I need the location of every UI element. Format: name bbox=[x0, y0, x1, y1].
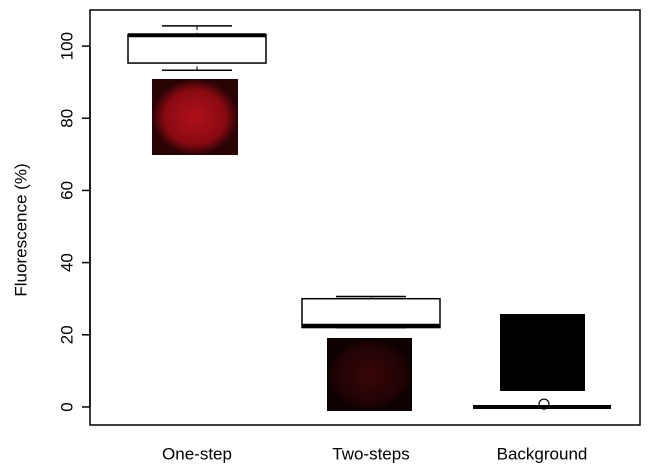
box bbox=[302, 299, 440, 328]
box bbox=[128, 35, 266, 64]
x-tick-label: One-step bbox=[162, 444, 232, 463]
chart: Fluorescence (%) 0 20 40 60 80 100 One-step Two… bbox=[0, 0, 652, 467]
image-inset bbox=[152, 79, 238, 155]
y-tick-label: 60 bbox=[57, 181, 76, 200]
image-inset bbox=[500, 314, 585, 391]
x-tick-label: Background bbox=[497, 444, 588, 463]
y-tick-label: 100 bbox=[57, 32, 76, 60]
page: {"chart_data": {"type": "box", "y_label"… bbox=[0, 0, 652, 467]
image-inset bbox=[327, 338, 412, 411]
x-tick-label: Two-steps bbox=[332, 444, 409, 463]
y-tick-label: 20 bbox=[57, 325, 76, 344]
y-axis-label: Fluorescence (%) bbox=[11, 163, 30, 296]
y-tick-label: 80 bbox=[57, 109, 76, 128]
y-tick-label: 0 bbox=[57, 402, 76, 411]
y-tick-label: 40 bbox=[57, 253, 76, 272]
